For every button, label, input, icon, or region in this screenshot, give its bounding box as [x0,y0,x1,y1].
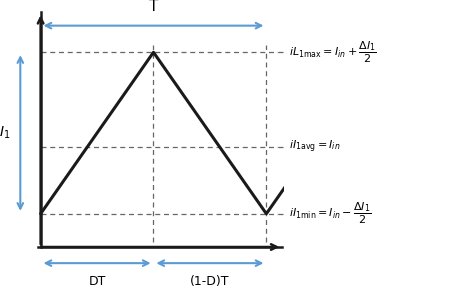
Text: $iI_{1\mathrm{avg}} = I_{in}$: $iI_{1\mathrm{avg}} = I_{in}$ [289,139,341,155]
Text: T: T [149,0,158,14]
Text: (1-D)T: (1-D)T [190,275,230,288]
Text: DT: DT [88,275,106,288]
Text: $iI_{1\mathrm{min}} = I_{in} - \dfrac{\Delta I_1}{2}$: $iI_{1\mathrm{min}} = I_{in} - \dfrac{\D… [289,201,372,226]
Text: $iL_{1\mathrm{max}} = I_{in} + \dfrac{\Delta I_1}{2}$: $iL_{1\mathrm{max}} = I_{in} + \dfrac{\D… [289,40,377,65]
Text: $\Delta I_1$: $\Delta I_1$ [0,125,11,141]
